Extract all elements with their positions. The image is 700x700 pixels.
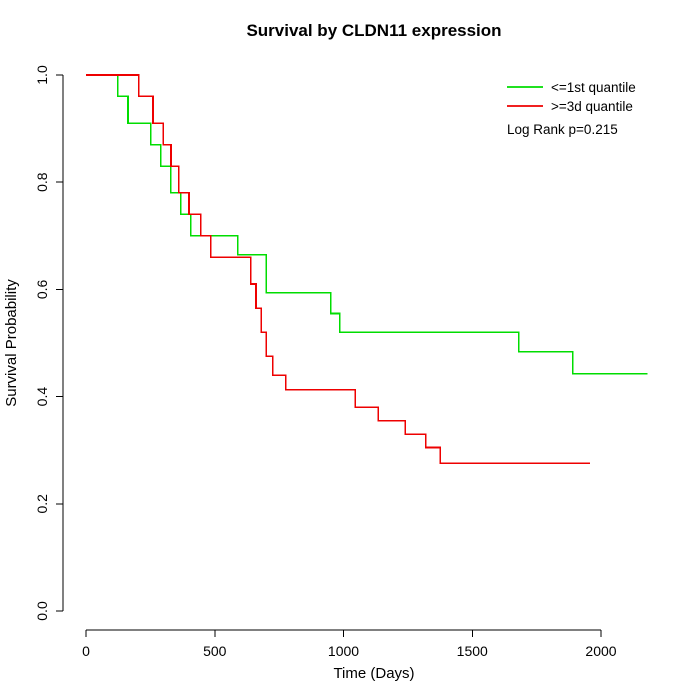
annotation-log-rank: Log Rank p=0.215 <box>507 122 618 137</box>
tick-label: 0.6 <box>34 279 50 299</box>
tick-label: 0.2 <box>34 494 50 514</box>
tick-label: 1500 <box>457 643 488 659</box>
tick-label: 2000 <box>585 643 616 659</box>
tick-marks: 0 500 1000 1500 2000 0.0 0.2 0.4 0.6 0.8 1.0 <box>34 65 617 659</box>
tick-label: 0.0 <box>34 601 50 621</box>
legend: <=1st quantile >=3d quantile Log Rank p=… <box>507 80 636 137</box>
chart-title: Survival by CLDN11 expression <box>246 21 501 40</box>
series-lines <box>86 74 648 464</box>
tick-label: 0.4 <box>34 387 50 407</box>
tick-label: 500 <box>203 643 227 659</box>
tick-label: 0 <box>82 643 90 659</box>
series-curve-1 <box>86 74 590 464</box>
legend-label-first-quantile: <=1st quantile <box>551 80 636 95</box>
tick-label: 1000 <box>328 643 359 659</box>
tick-label: 1.0 <box>34 65 50 85</box>
tick-label: 0.8 <box>34 172 50 192</box>
axes <box>62 75 601 631</box>
x-axis-label: Time (Days) <box>333 665 414 682</box>
legend-label-third-quantile: >=3d quantile <box>551 99 633 114</box>
y-axis-label: Survival Probability <box>3 279 20 407</box>
series-curve-0 <box>86 74 648 375</box>
